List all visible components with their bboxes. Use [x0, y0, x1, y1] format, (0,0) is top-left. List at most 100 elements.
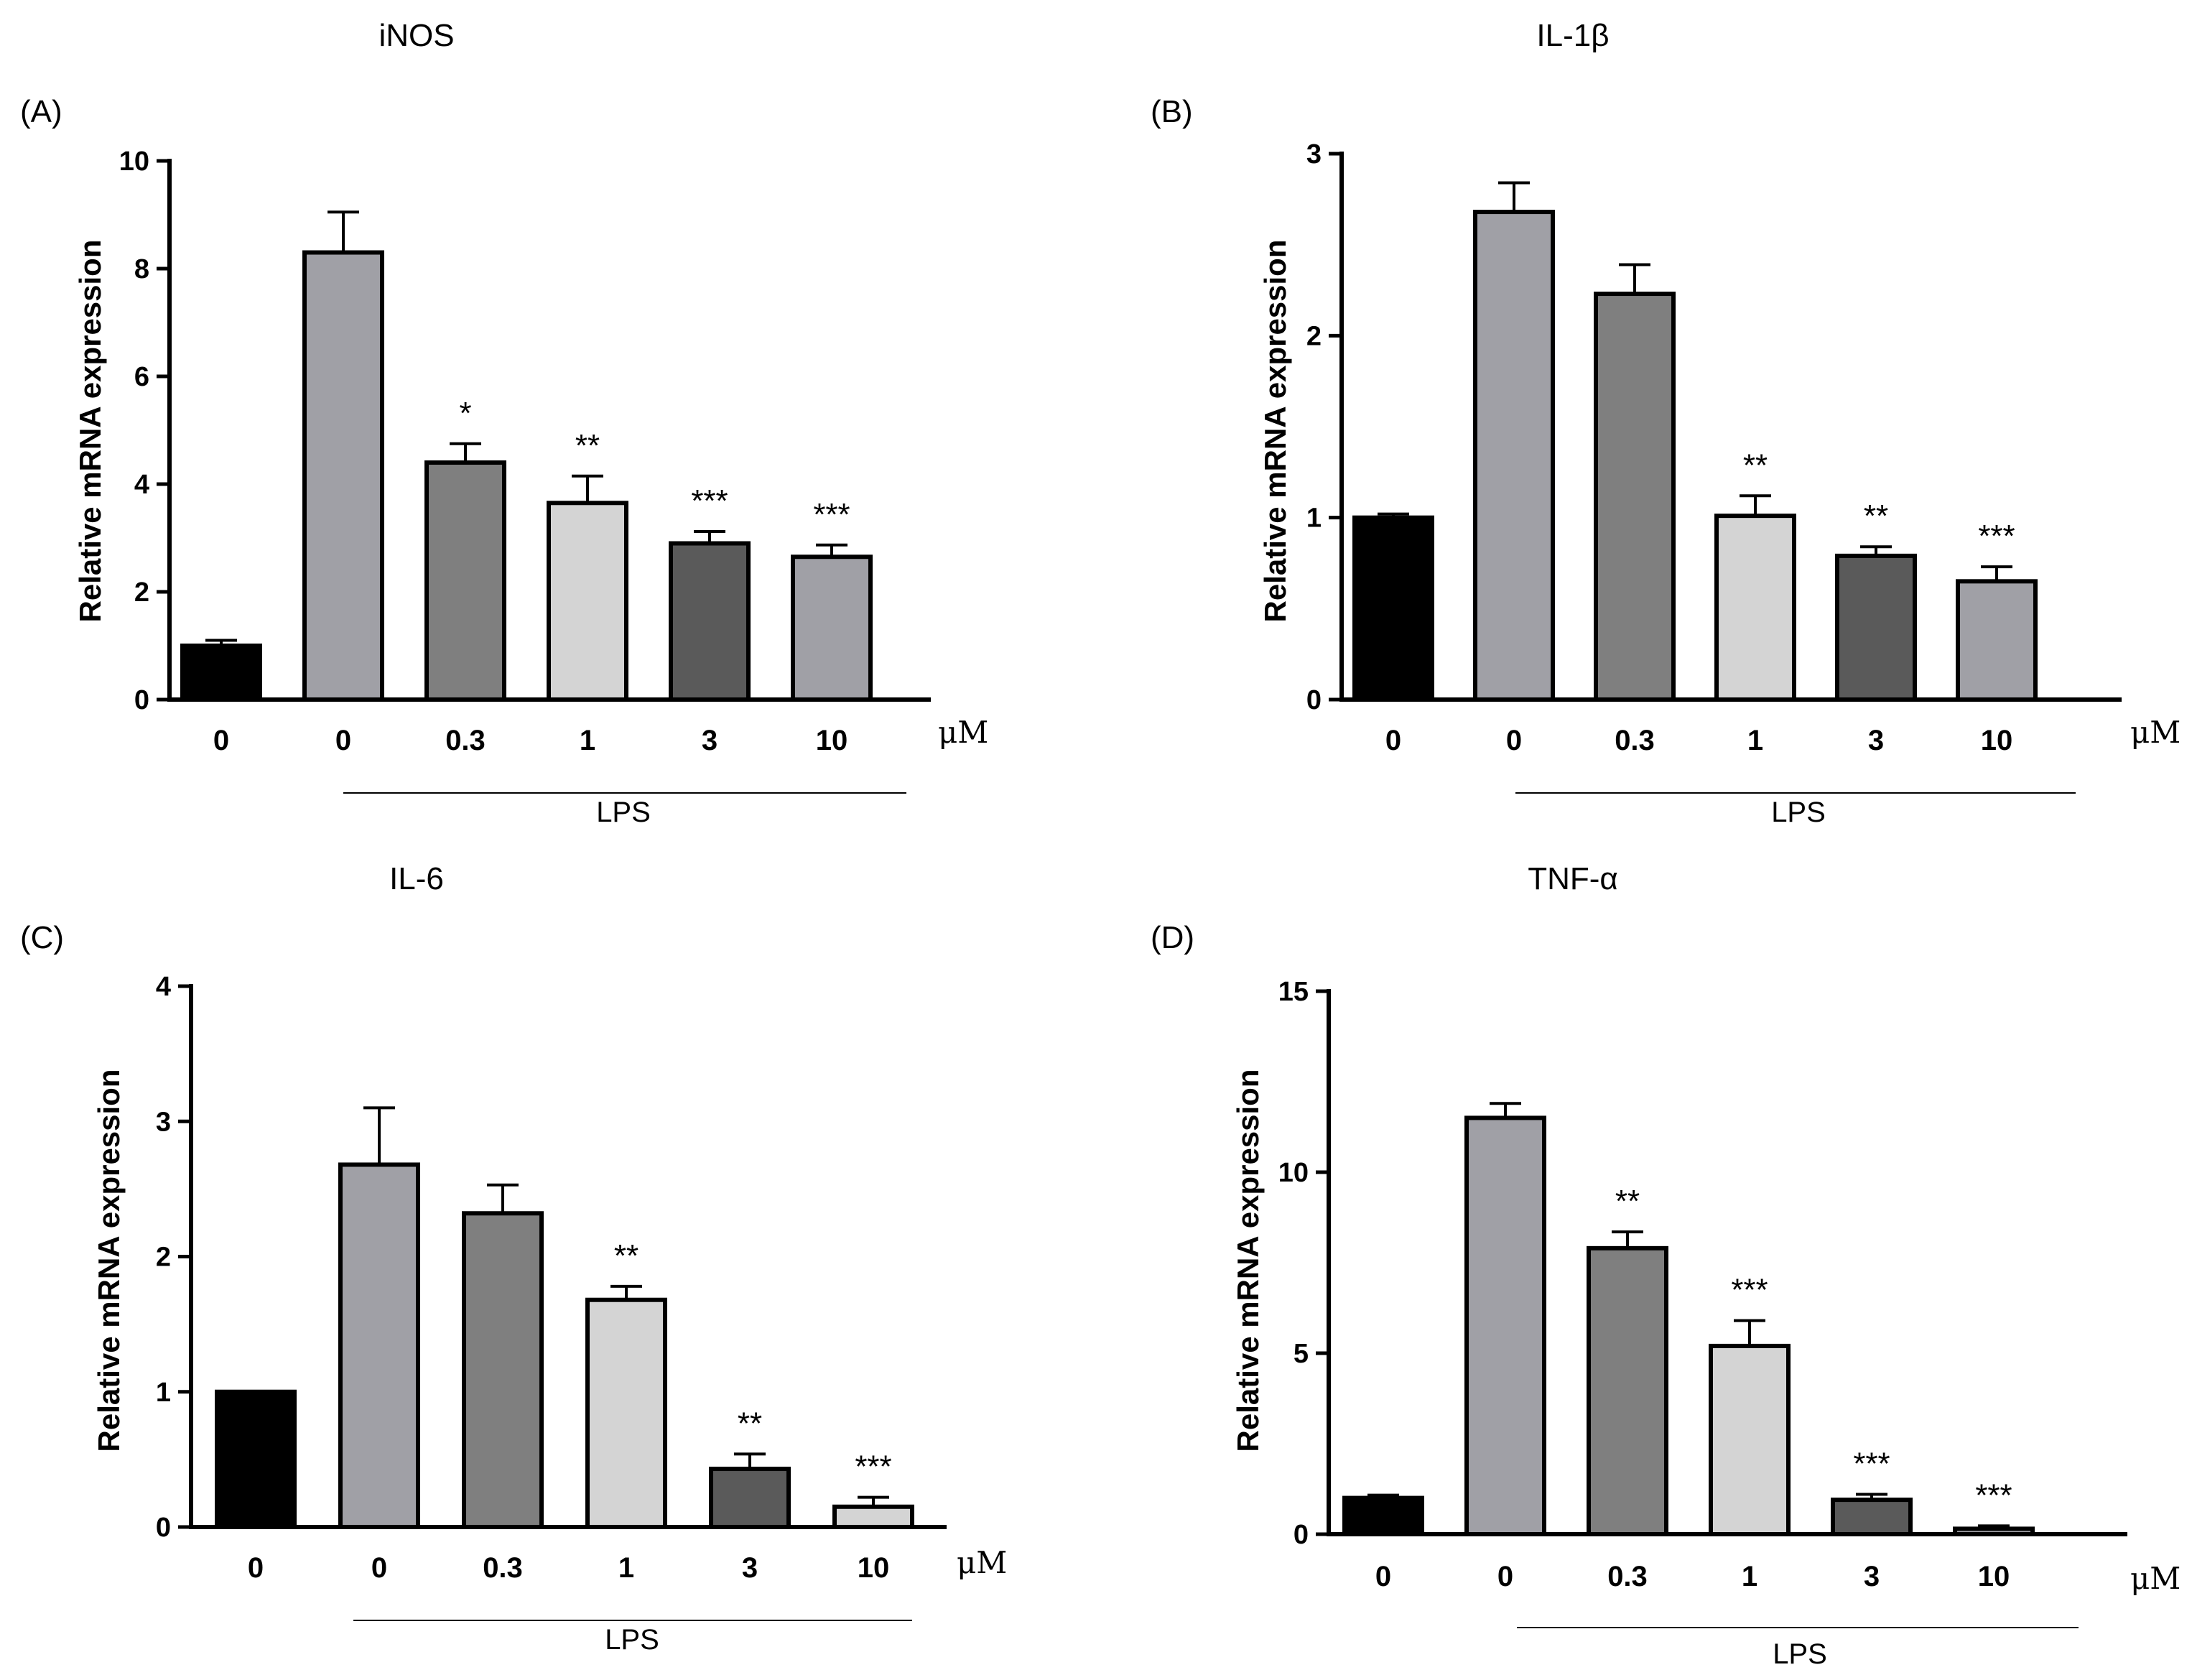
- panel-b: IL-1β (B) Relative mRNA expression μM LP…: [1151, 18, 2181, 828]
- bar: [338, 1162, 420, 1529]
- x-category-label: 0.3: [483, 1552, 523, 1584]
- unit-label: μM: [2130, 715, 2181, 750]
- bar: [215, 1389, 297, 1529]
- significance-mark: ***: [1731, 1273, 1768, 1308]
- bar: [585, 1297, 667, 1529]
- panel-label: (B): [1151, 94, 1193, 129]
- y-tick-label: 3: [1306, 139, 1322, 170]
- bar: [1831, 1498, 1913, 1537]
- significance-mark: ***: [1978, 519, 2015, 554]
- bar: [1594, 292, 1676, 702]
- x-category-label: 3: [742, 1552, 758, 1584]
- x-category-label: 1: [618, 1552, 634, 1584]
- bar: [1953, 1526, 2035, 1536]
- x-category-label: 0: [1497, 1561, 1513, 1592]
- y-tick-label: 4: [156, 972, 171, 1002]
- panel-label: (D): [1151, 920, 1194, 955]
- bar: [1587, 1245, 1668, 1536]
- y-tick-label: 10: [119, 147, 149, 177]
- x-category-label: 0: [1375, 1561, 1391, 1592]
- y-tick-label: 0: [1294, 1520, 1309, 1550]
- x-category-label: 0: [248, 1552, 264, 1584]
- y-tick-label: 5: [1294, 1339, 1309, 1369]
- bar: [1352, 515, 1434, 702]
- y-tick-label: 3: [156, 1107, 171, 1137]
- y-tick-label: 2: [134, 577, 149, 608]
- x-category-label: 1: [580, 725, 595, 756]
- x-category-label: 0: [335, 725, 351, 756]
- x-category-label: 3: [702, 725, 717, 756]
- bar: [1464, 1115, 1546, 1536]
- bar: [1956, 579, 2038, 702]
- bar: [1714, 514, 1796, 702]
- bar: [180, 644, 262, 702]
- y-tick-label: 8: [134, 254, 149, 284]
- x-category-label: 0.3: [1615, 725, 1655, 756]
- y-tick-label: 4: [134, 470, 149, 500]
- unit-label: μM: [2130, 1561, 2181, 1596]
- y-tick-label: 10: [1278, 1158, 1309, 1188]
- y-axis-label: Relative mRNA expression: [92, 1069, 126, 1452]
- significance-mark: ***: [691, 483, 728, 519]
- group-label: LPS: [596, 797, 651, 828]
- significance-mark: **: [1743, 447, 1768, 483]
- x-category-label: 0: [371, 1552, 387, 1584]
- x-category-label: 1: [1747, 725, 1763, 756]
- unit-label: μM: [938, 715, 988, 750]
- significance-mark: **: [614, 1238, 638, 1273]
- x-category-label: 3: [1868, 725, 1884, 756]
- bar: [462, 1211, 544, 1529]
- bar: [1835, 553, 1917, 702]
- y-axis-label: Relative mRNA expression: [1231, 1069, 1265, 1452]
- panel-title: TNF-α: [1528, 861, 1618, 896]
- plot-marks: 0 1 2 3 0 0 0.3 1 ** 3 ** 10 ***: [1306, 139, 2122, 794]
- x-category-label: 10: [1978, 1561, 2010, 1592]
- significance-mark: ***: [813, 497, 850, 532]
- panel-title: IL-6: [389, 861, 444, 896]
- y-tick-label: 1: [1306, 503, 1322, 534]
- y-tick-label: 2: [1306, 321, 1322, 351]
- bar: [832, 1504, 914, 1529]
- bar: [709, 1467, 791, 1529]
- significance-mark: **: [1615, 1184, 1640, 1219]
- y-tick-label: 6: [134, 362, 149, 392]
- significance-mark: **: [738, 1406, 762, 1441]
- x-category-label: 0.3: [1607, 1561, 1648, 1592]
- y-tick-label: 1: [156, 1378, 171, 1408]
- significance-mark: *: [459, 396, 471, 431]
- panel-label: (A): [20, 94, 62, 129]
- x-category-label: 0: [213, 725, 229, 756]
- x-category-label: 10: [816, 725, 848, 756]
- y-tick-label: 2: [156, 1243, 171, 1273]
- x-category-label: 3: [1864, 1561, 1880, 1592]
- bar: [1709, 1343, 1791, 1537]
- plot-marks: 0 5 10 15 0 0 0.3 ** 1 *** 3 *** 10 ***: [1278, 977, 2127, 1628]
- x-category-label: 10: [858, 1552, 890, 1584]
- x-category-label: 0: [1385, 725, 1401, 756]
- panel-title: IL-1β: [1536, 18, 1609, 53]
- x-category-label: 0.3: [445, 725, 486, 756]
- x-category-label: 10: [1981, 725, 2013, 756]
- significance-mark: ***: [855, 1449, 891, 1485]
- y-tick-label: 0: [156, 1513, 171, 1543]
- bar: [302, 250, 384, 702]
- y-axis-label: Relative mRNA expression: [73, 240, 107, 623]
- group-label: LPS: [605, 1624, 659, 1656]
- bar: [424, 460, 506, 702]
- significance-mark: **: [1864, 498, 1888, 534]
- panel-a: iNOS (A) Relative mRNA expression μM LPS…: [20, 18, 988, 828]
- y-axis-label: Relative mRNA expression: [1258, 240, 1292, 623]
- unit-label: μM: [957, 1545, 1007, 1580]
- y-tick-label: 0: [1306, 685, 1322, 715]
- significance-mark: **: [575, 428, 600, 463]
- y-tick-label: 0: [134, 685, 149, 715]
- plot-marks: 0 2 4 6 8 10 0 0 0.3 * 1 ** 3 *** 10 ***: [119, 147, 931, 794]
- bar: [547, 501, 628, 702]
- significance-mark: ***: [1975, 1477, 2012, 1513]
- bar: [1473, 210, 1555, 702]
- bar: [1342, 1495, 1424, 1537]
- group-label: LPS: [1771, 797, 1826, 828]
- x-category-label: 1: [1742, 1561, 1757, 1592]
